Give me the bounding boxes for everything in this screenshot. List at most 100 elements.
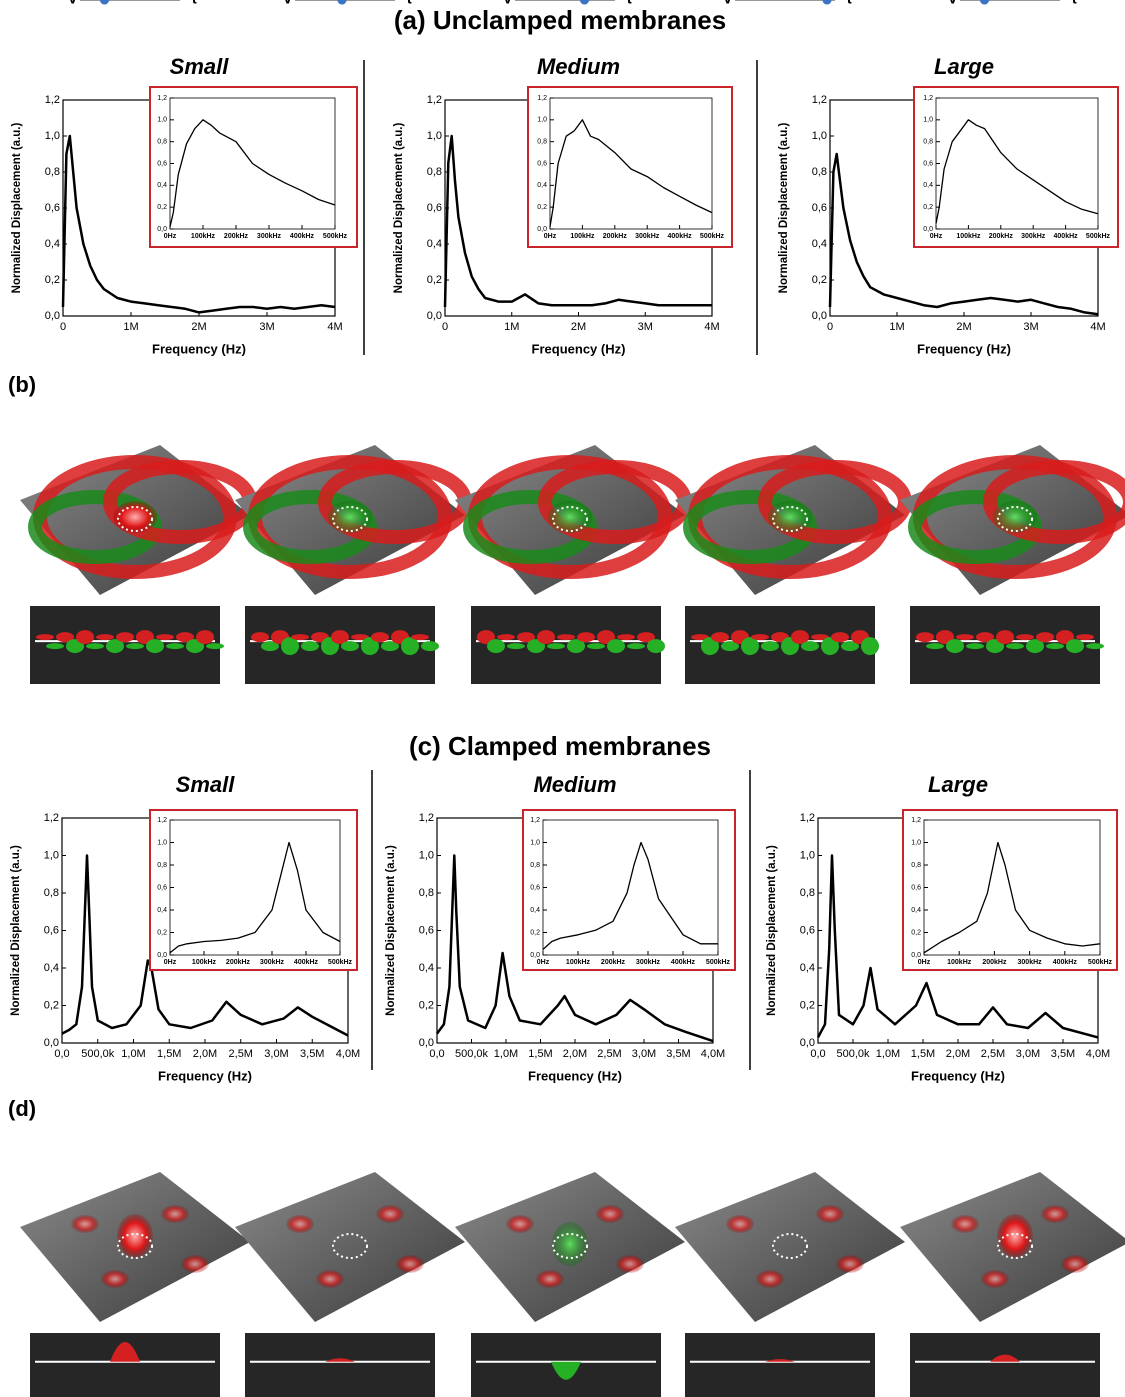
peak bbox=[990, 1354, 1020, 1362]
marker-circle bbox=[117, 506, 153, 532]
line bbox=[542, 841, 718, 950]
axis-label: t bbox=[627, 0, 632, 7]
inset-frame bbox=[149, 86, 358, 248]
wave-down bbox=[281, 637, 299, 656]
y-tick-label: 0,2 bbox=[800, 999, 815, 1011]
line bbox=[828, 152, 1099, 316]
ring bbox=[908, 490, 1042, 564]
surface-render bbox=[235, 445, 472, 595]
bump bbox=[997, 1214, 1033, 1258]
wave-down bbox=[966, 643, 984, 650]
bump bbox=[981, 1270, 1009, 1288]
y-tick-label: 0,4 bbox=[812, 238, 827, 250]
wave-down bbox=[106, 639, 124, 654]
y-tick-label: 0,2 bbox=[537, 204, 547, 211]
bump bbox=[71, 1215, 99, 1233]
x-tick-label: 2,0M bbox=[946, 1048, 970, 1060]
line bbox=[549, 119, 713, 227]
inset-chart: 0Hz 100kHz 200kHz 300kHz 400kHz 500kHz 0,0 0,2 0… bbox=[522, 809, 736, 971]
y-tick-label: 0,8 bbox=[44, 887, 59, 899]
wave-down bbox=[401, 637, 419, 656]
x-tick-label: 3,5M bbox=[1051, 1048, 1075, 1060]
side-view bbox=[910, 1333, 1100, 1397]
bump bbox=[548, 501, 592, 533]
wave-up bbox=[637, 632, 655, 643]
axis-label: t bbox=[192, 0, 197, 7]
surface-render bbox=[20, 445, 257, 595]
side-view bbox=[910, 606, 1104, 684]
x-tick-label: 1M bbox=[504, 321, 519, 333]
y-tick-label: 0,2 bbox=[923, 204, 933, 211]
y-tick-label: 0,6 bbox=[419, 924, 434, 936]
y-tick-label: 0,6 bbox=[44, 924, 59, 936]
bump bbox=[1061, 1255, 1089, 1273]
wave-up bbox=[956, 634, 974, 641]
y-tick-label: 0,0 bbox=[427, 310, 442, 322]
bump bbox=[756, 1270, 784, 1288]
y-tick-label: 0,0 bbox=[537, 226, 547, 233]
wave-down bbox=[1006, 643, 1024, 650]
marker-circle bbox=[332, 1233, 368, 1259]
y-axis-label: Normalized Displacement (a.u.) bbox=[778, 123, 790, 294]
y-tick-label: 0,0 bbox=[923, 226, 933, 233]
phase-dot bbox=[337, 0, 347, 5]
axis-label: V bbox=[948, 0, 958, 7]
x-tick-label: 0Hz bbox=[930, 233, 943, 240]
x-tick-label: 400kHz bbox=[1053, 959, 1078, 966]
x-tick-label: 0 bbox=[827, 321, 833, 333]
y-axis-label: Normalized Displacement (a.u.) bbox=[393, 123, 405, 294]
side-view bbox=[245, 1333, 435, 1397]
x-tick-label: 0,0 bbox=[54, 1048, 69, 1060]
wave-up bbox=[916, 632, 934, 643]
line bbox=[61, 134, 336, 314]
axis-label: t bbox=[847, 0, 852, 7]
axis-label: V bbox=[68, 0, 78, 7]
y-tick-label: 1,0 bbox=[923, 117, 933, 124]
bump bbox=[396, 1255, 424, 1273]
chart-title: Large bbox=[928, 772, 988, 797]
x-tick-label: 2M bbox=[571, 321, 586, 333]
x-tick-label: 3,0M bbox=[264, 1048, 288, 1060]
membrane bbox=[675, 1172, 905, 1322]
y-tick-label: 0,2 bbox=[530, 929, 540, 936]
bump bbox=[1041, 1205, 1069, 1223]
y-tick-label: 0,8 bbox=[800, 887, 815, 899]
phase-dot bbox=[100, 0, 109, 5]
wave-up bbox=[56, 632, 74, 643]
inset-chart: 0Hz 100kHz 200kHz 300kHz 400kHz 500kHz 0,0 0,2 0… bbox=[527, 86, 733, 248]
ring bbox=[463, 490, 597, 564]
line bbox=[816, 854, 1099, 1039]
x-tick-label: 300kHz bbox=[257, 233, 282, 240]
peak bbox=[110, 1342, 140, 1362]
y-tick-label: 0,6 bbox=[45, 202, 60, 214]
wave-down bbox=[507, 643, 525, 650]
wave-down bbox=[126, 643, 144, 650]
surface-render bbox=[675, 445, 912, 595]
x-axis-label: Frequency (Hz) bbox=[158, 1068, 252, 1083]
side-view bbox=[30, 1333, 220, 1397]
inset-frame bbox=[149, 809, 358, 971]
x-tick-label: 1M bbox=[889, 321, 904, 333]
ring bbox=[983, 460, 1125, 544]
surface-render bbox=[900, 445, 1125, 595]
y-tick-label: 0,8 bbox=[157, 862, 167, 869]
surface-render bbox=[20, 1172, 250, 1322]
bump bbox=[726, 1215, 754, 1233]
surface-render bbox=[455, 445, 692, 595]
x-tick-label: 200kHz bbox=[224, 233, 249, 240]
x-tick-label: 2,5M bbox=[981, 1048, 1005, 1060]
x-tick-label: 500kHz bbox=[706, 959, 731, 966]
y-tick-label: 0,2 bbox=[427, 274, 442, 286]
axis-label: V bbox=[283, 0, 293, 7]
chart-title: Medium bbox=[533, 772, 616, 797]
wave-up bbox=[96, 634, 114, 641]
wave-up bbox=[196, 630, 214, 645]
axis-label: V bbox=[503, 0, 513, 7]
ring bbox=[243, 490, 377, 564]
waveform-icon: Vt bbox=[948, 0, 1077, 7]
axis-label: V bbox=[723, 0, 733, 7]
y-tick-label: 0,6 bbox=[923, 160, 933, 167]
y-tick-label: 0,2 bbox=[44, 999, 59, 1011]
strip bbox=[245, 1333, 435, 1397]
y-tick-label: 1,0 bbox=[537, 117, 547, 124]
